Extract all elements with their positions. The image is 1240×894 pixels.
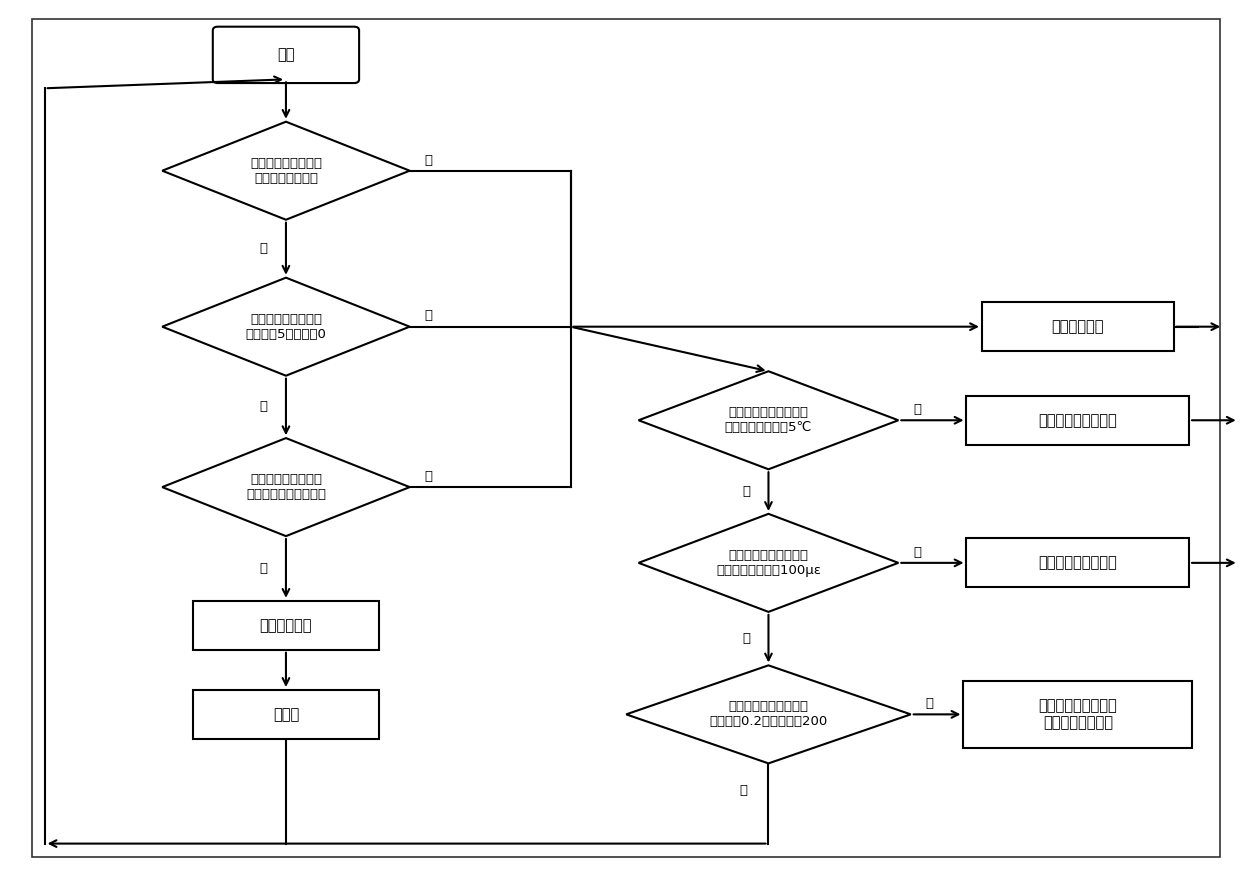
Text: 是: 是 [913,545,921,559]
Text: 否: 否 [740,784,748,797]
Text: 是: 是 [424,309,433,323]
Polygon shape [162,122,409,220]
Bar [966,396,1189,445]
Text: 是: 是 [424,154,433,166]
Text: 开始: 开始 [278,47,295,63]
Text: 归一化的振动监测数据
是否持续0.2秒以上超过200: 归一化的振动监测数据 是否持续0.2秒以上超过200 [709,700,827,729]
Text: 否: 否 [259,562,268,575]
Text: 温度监测数据中是否
出现非数字的代码: 温度监测数据中是否 出现非数字的代码 [250,156,322,185]
Bar [193,690,378,738]
Bar [982,302,1173,351]
Text: 锚碇和钩挂故障诊断: 锚碇和钩挂故障诊断 [1038,555,1117,570]
Text: 否: 否 [743,485,750,498]
Text: 否: 否 [743,632,750,645]
Text: 是: 是 [925,697,934,710]
Polygon shape [639,514,898,611]
Polygon shape [626,665,910,763]
Polygon shape [162,438,409,536]
Text: 锚碇、钩柱、托锚和
绝缘击穿故障诊断: 锚碇、钩柱、托锚和 绝缘击穿故障诊断 [1038,698,1117,730]
Text: 是: 是 [424,470,433,483]
Text: 归一化的温度监测数据
是否连续三次超过5℃: 归一化的温度监测数据 是否连续三次超过5℃ [724,406,812,434]
Text: 应变监测数据中是否
出现连续5个以上的0: 应变监测数据中是否 出现连续5个以上的0 [246,313,326,341]
Text: 否: 否 [259,242,268,255]
Text: 振动监测数据中是否
出现了明显的台阶上升: 振动监测数据中是否 出现了明显的台阶上升 [246,473,326,502]
Text: 滑动平均降噪: 滑动平均降噪 [259,618,312,633]
Text: 漏电和短路故障诊断: 漏电和短路故障诊断 [1038,413,1117,427]
Text: 断纤故障诊断: 断纤故障诊断 [1052,319,1104,334]
Text: 归一化的应变监测数据
是否连续三次超过100με: 归一化的应变监测数据 是否连续三次超过100με [715,549,821,577]
Text: 归一化: 归一化 [273,707,299,721]
Text: 否: 否 [259,401,268,413]
Polygon shape [162,278,409,375]
Bar [963,681,1192,747]
Text: 是: 是 [913,403,921,416]
Bar [193,601,378,650]
FancyBboxPatch shape [213,27,360,83]
Bar [966,538,1189,587]
Polygon shape [639,371,898,469]
